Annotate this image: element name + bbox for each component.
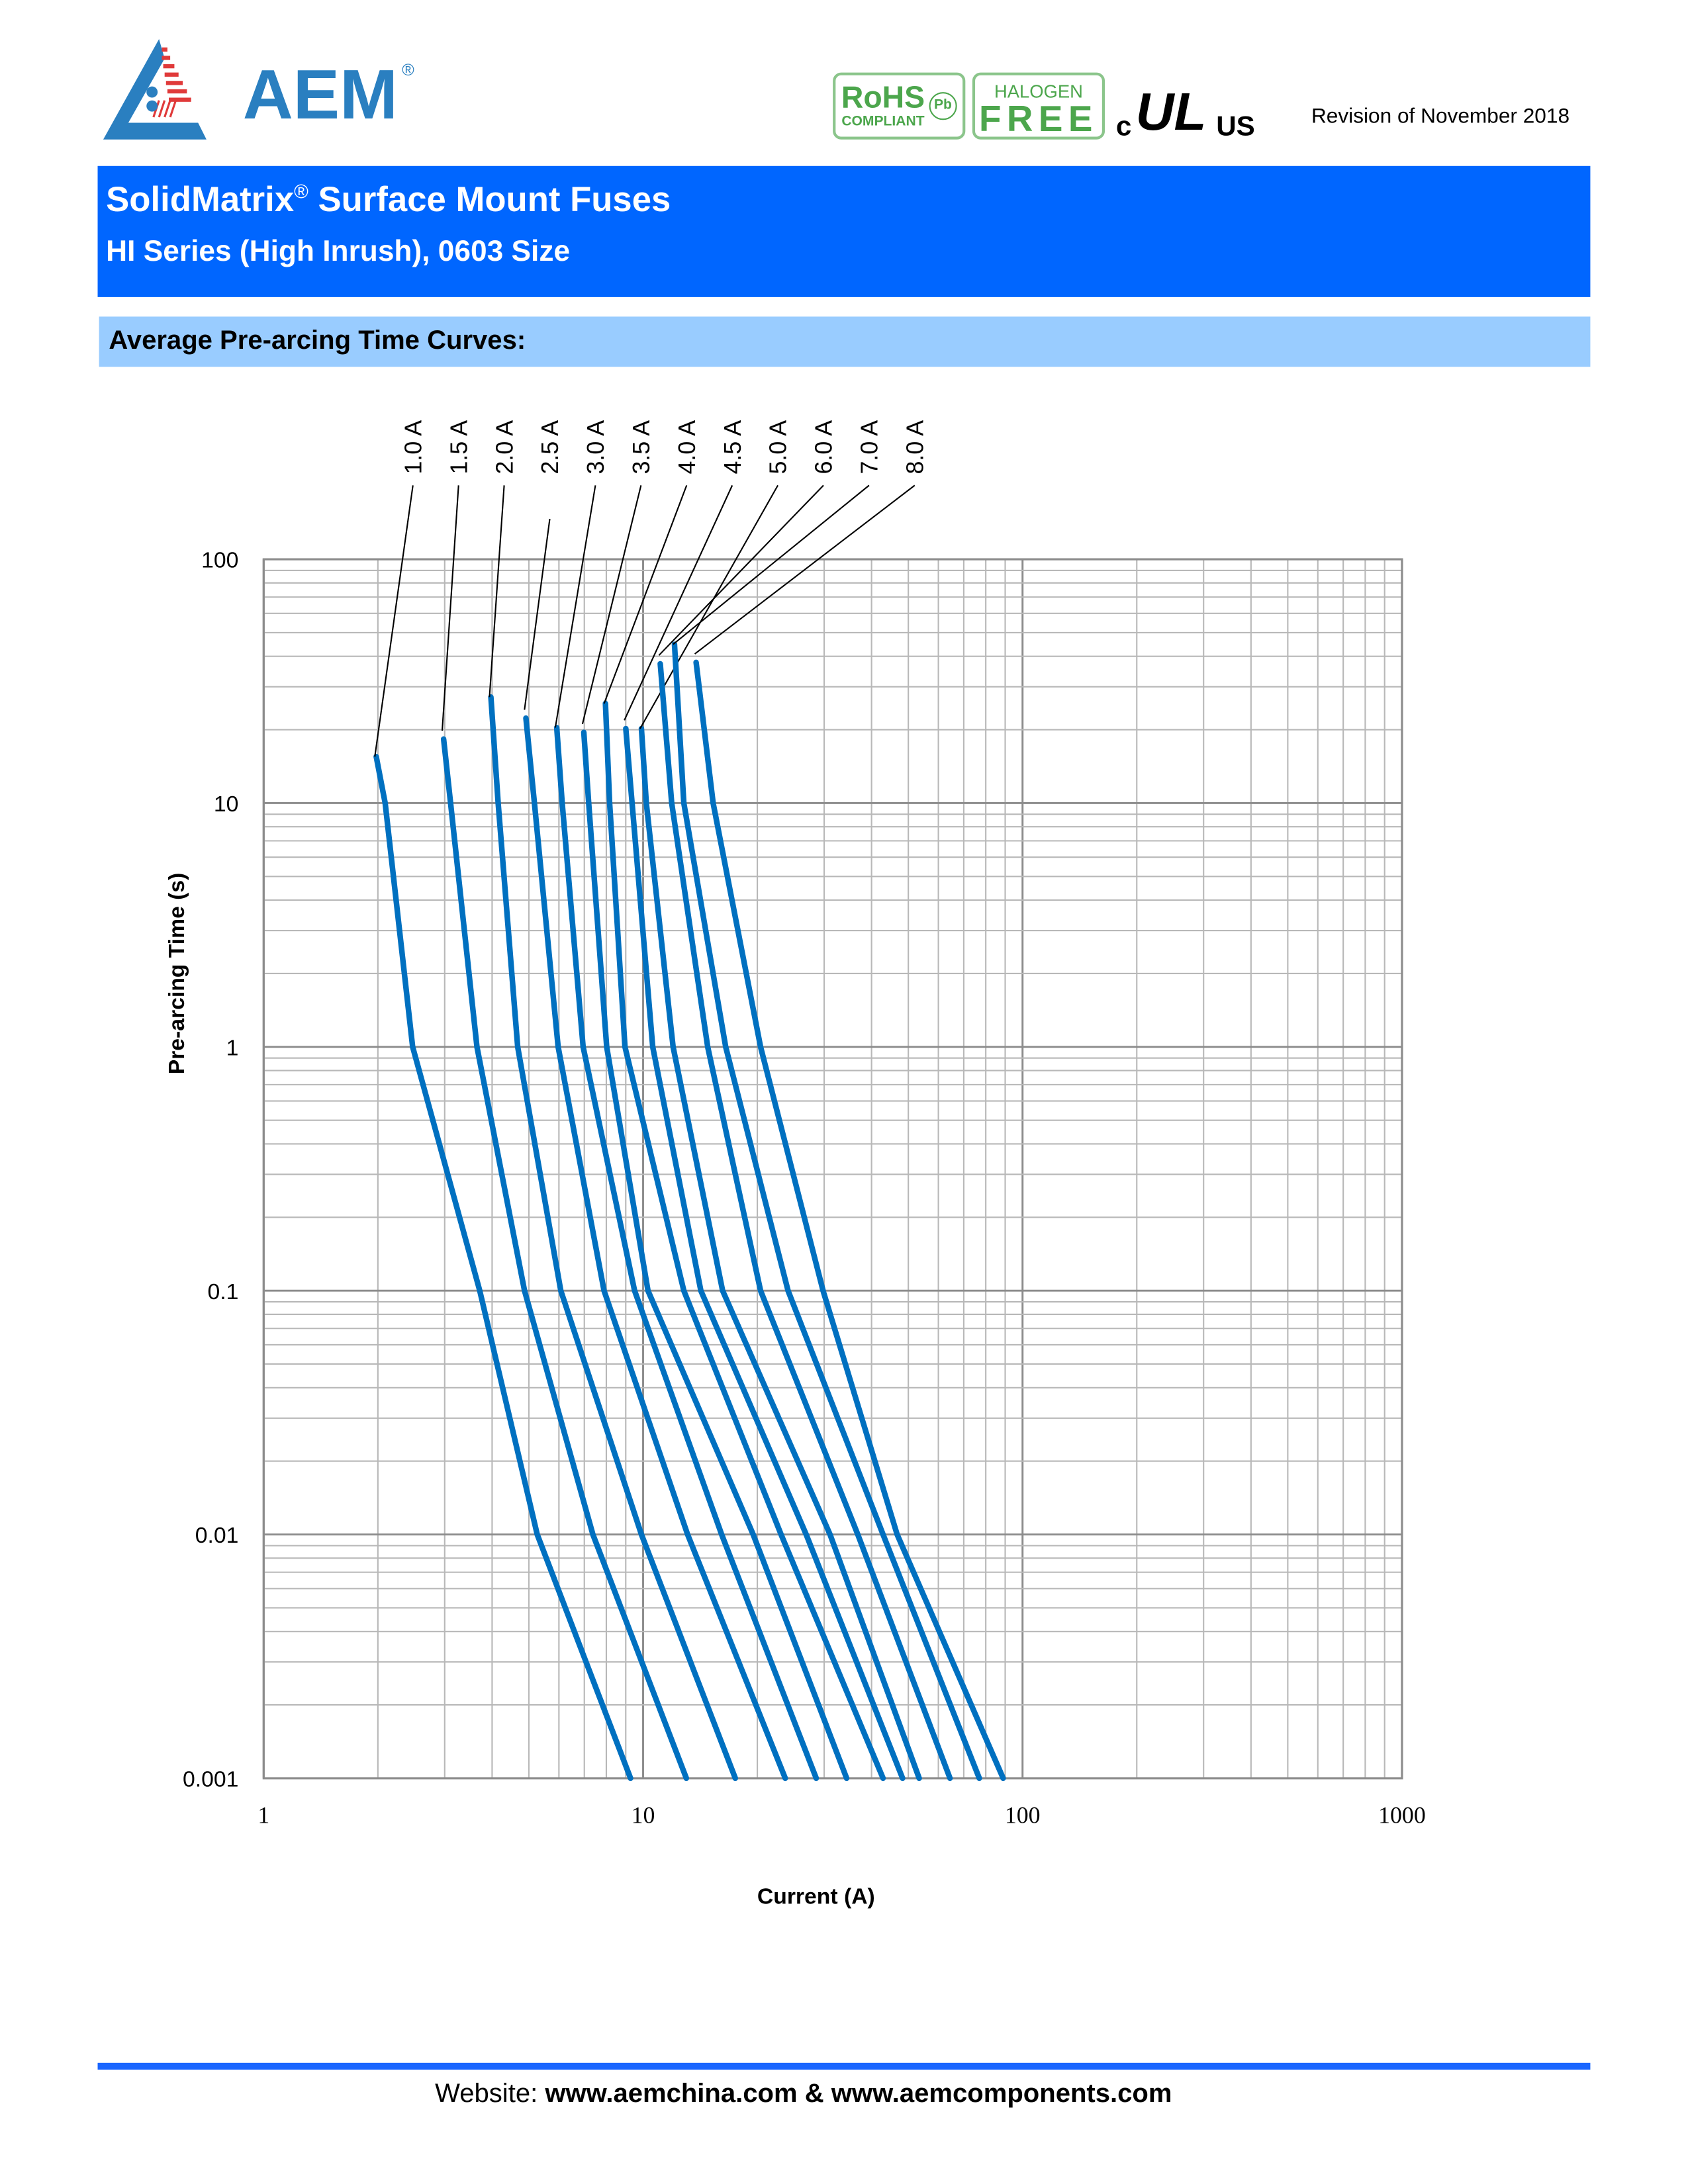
curve-4-5-a [623, 725, 906, 1782]
rohs-badge: RoHS COMPLIANT Pb [833, 72, 966, 140]
rohs-text-group: RoHS COMPLIANT [841, 79, 925, 131]
website-links[interactable]: www.aemchina.com & www.aemcomponents.com [545, 2079, 1172, 2109]
ul-logo: UL [1135, 83, 1207, 142]
curve-1-0-a [373, 754, 633, 1782]
leader-line [374, 485, 414, 757]
x-tick-label: 10 [632, 1801, 655, 1828]
curve-3-0-a [553, 725, 820, 1782]
leader-line [694, 484, 915, 655]
curve-5-0-a [638, 725, 922, 1782]
leader-line [673, 484, 870, 645]
curve-6-0-a [657, 660, 953, 1782]
rohs-label: RoHS [841, 79, 925, 114]
free-label: FREE [979, 97, 1098, 140]
leader-line [441, 485, 459, 731]
x-tick-label: 1000 [1378, 1801, 1426, 1828]
y-tick-label: 10 [214, 792, 239, 817]
footer-website: Website: www.aemchina.com & www.aemcompo… [0, 2079, 1607, 2110]
cul-us-mark: c UL US [1116, 78, 1255, 142]
series-label: 4.5 A [720, 420, 746, 475]
curve-2-0-a [488, 694, 739, 1782]
registered-mark: ® [402, 60, 414, 80]
ul-c-label: c [1115, 111, 1132, 142]
revision-date: Revision of November 2018 [1311, 105, 1570, 128]
rohs-compliant-label: COMPLIANT [841, 114, 925, 130]
logo-text: AEM [242, 56, 398, 134]
ul-us-label: US [1216, 111, 1255, 142]
leader-line [624, 484, 733, 721]
y-tick-label: 0.01 [195, 1523, 239, 1548]
x-axis-label: Current (A) [757, 1884, 875, 1909]
y-tick-label: 0.001 [183, 1767, 238, 1792]
footer-rule [97, 2062, 1591, 2070]
x-tick-label: 100 [1005, 1801, 1041, 1828]
curve-2-5-a [523, 715, 788, 1782]
page-title: SolidMatrix® Surface Mount Fuses [106, 180, 671, 221]
y-tick-label: 100 [201, 548, 238, 573]
leader-line [603, 485, 688, 704]
section-title: Average Pre-arcing Time Curves: [109, 326, 526, 356]
title-registered: ® [294, 179, 308, 203]
plot-border [262, 558, 1403, 1780]
title-brand: SolidMatrix [106, 180, 295, 220]
curve-4-0-a [602, 700, 886, 1782]
series-label: 7.0 A [857, 420, 883, 475]
series-label: 4.0 A [674, 420, 700, 475]
title-banner: SolidMatrix® Surface Mount Fuses HI Seri… [97, 165, 1591, 297]
aem-logo: AEM ® [101, 36, 463, 148]
logo-wordmark: AEM ® [243, 56, 414, 134]
section-header: Average Pre-arcing Time Curves: [99, 316, 1591, 367]
pre-arcing-time-chart: 1 10 100 1000 100 10 1 0.1 0.01 0.001 Current (A) P… [164, 420, 1426, 1909]
curve-7-0-a [671, 641, 982, 1782]
series-label: 1.0 A [400, 420, 426, 475]
aem-logo-mark-icon [103, 39, 207, 140]
series-label: 1.5 A [445, 420, 472, 475]
series-label: 6.0 A [811, 420, 837, 475]
y-tick-label: 0.1 [208, 1279, 239, 1304]
curve-3-5-a [581, 729, 850, 1782]
leader-line [554, 485, 596, 728]
leader-line [524, 518, 551, 710]
curve-1-5-a [440, 736, 690, 1782]
halogen-free-badge: HALOGEN FREE [972, 72, 1105, 140]
leader-line [658, 484, 824, 656]
y-axis-label: Pre-arcing Time (s) [164, 873, 189, 1075]
halogen-label: HALOGEN [994, 81, 1083, 102]
website-label: Website: [435, 2079, 545, 2109]
series-label: 3.0 A [583, 420, 609, 475]
page-subtitle: HI Series (High Inrush), 0603 Size [106, 236, 571, 268]
leader-line [489, 485, 505, 698]
series-label: 2.0 A [491, 420, 518, 475]
title-rest: Surface Mount Fuses [308, 180, 671, 220]
leader-line [581, 485, 642, 725]
series-label: 5.0 A [765, 420, 792, 475]
curve-8-0-a [693, 659, 1006, 1782]
pb-free-icon: Pb [929, 92, 957, 120]
series-label: 2.5 A [537, 420, 563, 475]
x-tick-label: 1 [258, 1801, 269, 1828]
y-tick-label: 1 [226, 1035, 239, 1060]
series-label: 3.5 A [628, 420, 655, 475]
series-label: 8.0 A [902, 420, 928, 475]
